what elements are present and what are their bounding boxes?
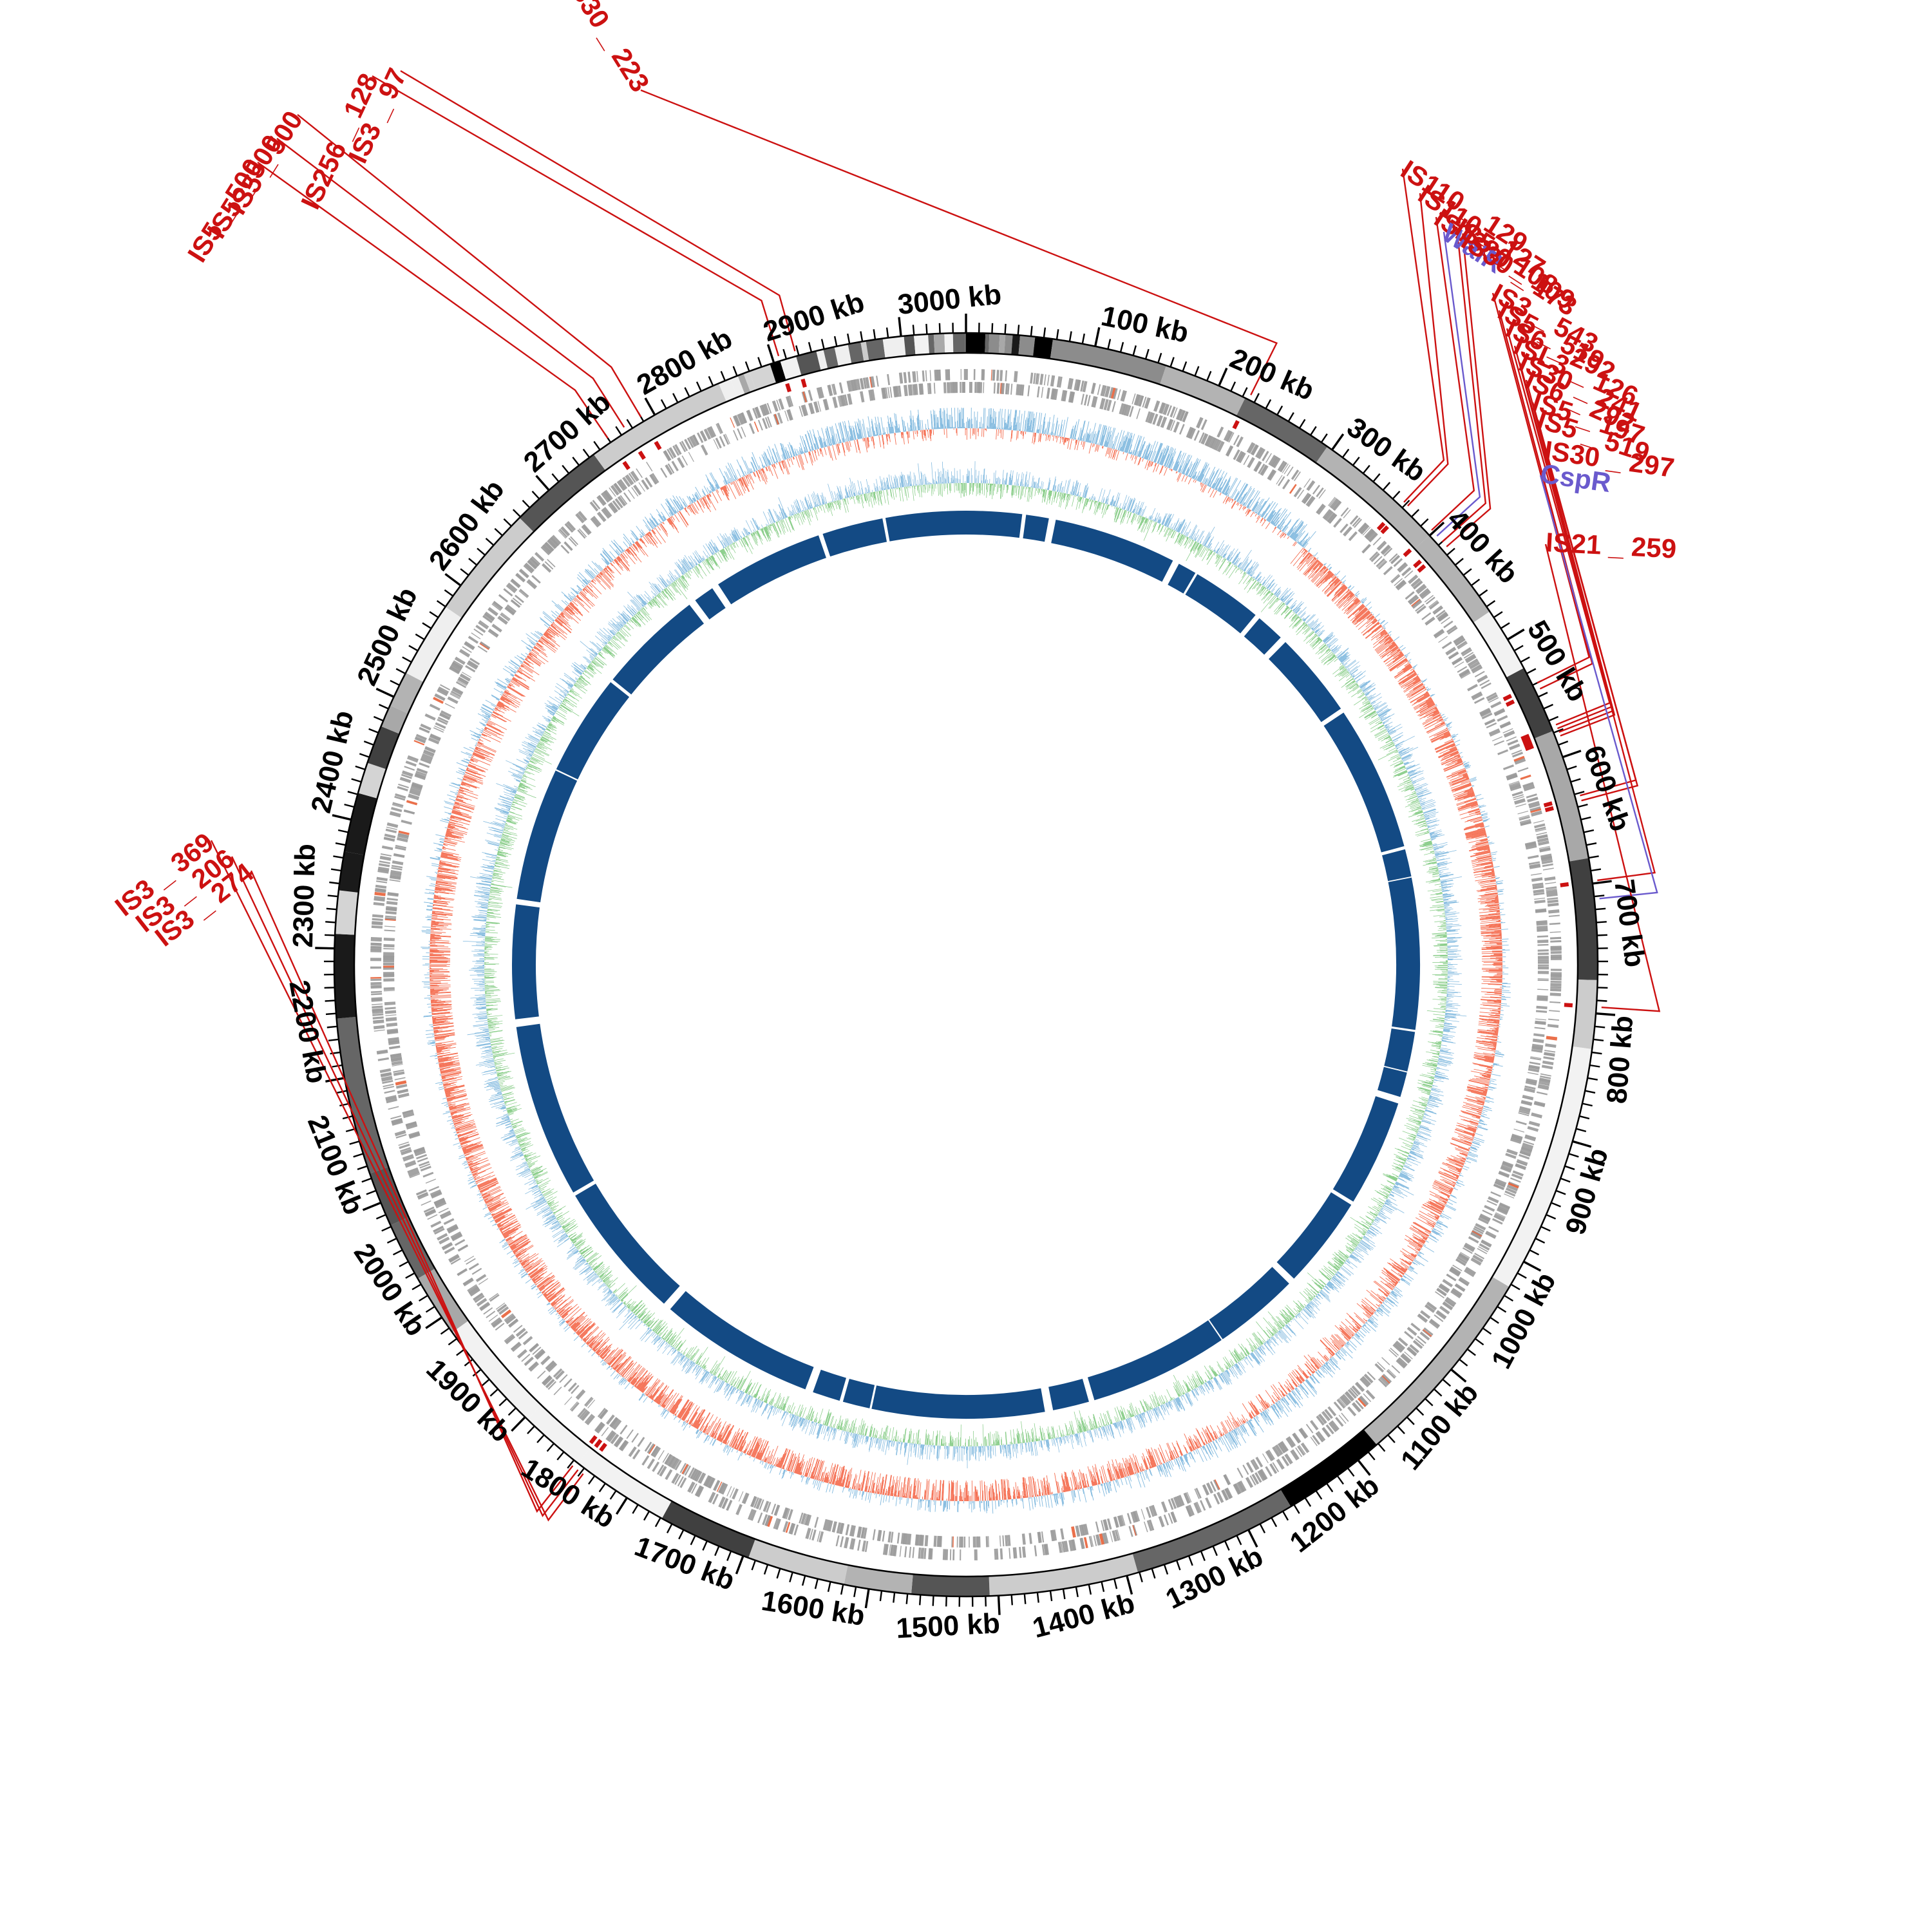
is-element-marks: [589, 378, 1573, 1452]
axis-tick-label: 2200 kb: [283, 978, 332, 1086]
is-element-mark: [800, 378, 807, 388]
annotation-leader-line: [1436, 231, 1481, 537]
annotation-leader-line: [1544, 544, 1661, 1012]
annotation-leader-line: [276, 138, 625, 428]
is-element-mark: [1544, 806, 1554, 813]
is-element-mark: [599, 1443, 607, 1452]
is-element-mark: [1376, 522, 1386, 531]
is-element-mark: [1502, 694, 1512, 701]
annotation-leader-line: [257, 162, 609, 439]
is-element-mark: [1413, 559, 1422, 569]
annotation-leader-line: [1537, 419, 1639, 802]
annotation-leader-line: [372, 75, 780, 357]
is-element-mark: [1403, 548, 1412, 558]
is-element-mark: [638, 450, 646, 460]
gc-content-ring: [462, 461, 1467, 1469]
annotation-label: IS30 _ 223: [560, 0, 656, 97]
axis-tick-label: 700 kb: [1608, 878, 1651, 969]
is-element-mark: [1380, 525, 1389, 535]
annotation-leader-line: [640, 89, 1278, 395]
is-element-mark: [589, 1435, 598, 1444]
is-element-mark: [1524, 744, 1535, 752]
annotation-leader-line: [1492, 292, 1591, 684]
is-element-mark: [785, 383, 791, 393]
is-element-mark: [1523, 741, 1533, 748]
is-element-mark: [1543, 801, 1553, 808]
is-element-mark: [1522, 737, 1531, 744]
core-genome-ring: [512, 511, 1421, 1419]
is-element-mark: [594, 1439, 603, 1448]
is-element-mark: [1232, 420, 1240, 430]
genes-ring: [370, 368, 1562, 1560]
annotation-leader-line: [1446, 239, 1492, 547]
is-element-mark: [654, 440, 662, 450]
annotation-leader-line: [1498, 310, 1593, 690]
annotation-leader-line: [1543, 451, 1656, 882]
is-element-mark: [1564, 1003, 1573, 1008]
annotation-leader-line: [231, 856, 579, 1517]
annotation-leader-line: [1401, 168, 1445, 503]
annotation-label: IS21 _ 259: [1545, 527, 1677, 564]
axis-tick-label: 1400 kb: [1029, 1587, 1138, 1644]
axis-tick-label: 800 kb: [1601, 1014, 1639, 1104]
annotation-label: IS5 _ 500: [222, 106, 308, 220]
axis-tick-label: 2900 kb: [759, 286, 868, 348]
annotation-leader-line: [1441, 226, 1487, 543]
is-element-mark: [622, 460, 630, 470]
annotation-leader-line: [1431, 216, 1475, 531]
annotation-leaders: [210, 70, 1661, 1522]
axis-tick-label: 100 kb: [1099, 300, 1191, 349]
is-element-mark: [1520, 734, 1530, 741]
axis-tick-label: 3000 kb: [896, 279, 1003, 321]
axis-ticks: [315, 314, 1616, 1615]
axis-tick-label: 2400 kb: [305, 708, 360, 816]
contigs-ring: [333, 332, 1599, 1598]
is-element-mark: [1417, 564, 1426, 573]
gc-skew-ring: [421, 408, 1511, 1514]
annotation-leader-line: [1407, 193, 1449, 507]
annotation-leader-line: [250, 870, 574, 1513]
is-element-mark: [1560, 882, 1569, 887]
axis-tick-label: 1600 kb: [759, 1585, 867, 1632]
annotation-leader-line: [1539, 475, 1658, 900]
is-element-mark: [1505, 699, 1515, 707]
axis-tick-label: 1500 kb: [895, 1607, 1001, 1644]
annotation-leader-line: [400, 70, 796, 352]
annotation-leader-line: [1525, 379, 1616, 737]
annotation-leader-line: [210, 840, 584, 1522]
annotation-leader-line: [297, 114, 642, 418]
axis-tick-label: 2300 kb: [287, 843, 321, 948]
